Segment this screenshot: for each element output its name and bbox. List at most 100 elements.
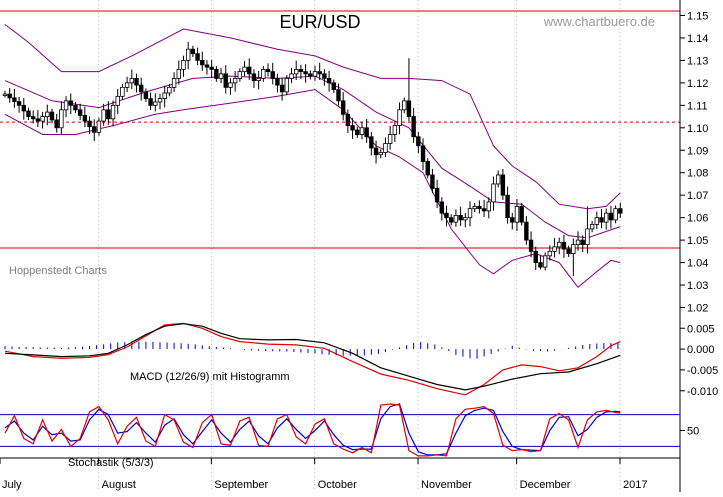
candle-body <box>613 208 618 221</box>
candle-body <box>256 77 261 82</box>
candle-body <box>153 101 158 106</box>
bollinger-lower-line <box>4 89 621 289</box>
candle-body <box>336 89 341 102</box>
candle-body <box>585 228 590 246</box>
candle-body <box>514 206 520 223</box>
price-tick-label: 1.14 <box>687 33 708 45</box>
candle-body <box>449 217 454 223</box>
candle-body <box>279 84 285 93</box>
candle-body <box>200 60 205 66</box>
candle-body <box>444 212 449 219</box>
candle-body <box>505 194 510 219</box>
x-tick-label: August <box>102 479 136 491</box>
candle-body <box>340 100 346 115</box>
candle-body <box>580 239 585 246</box>
macd-tick-label: 0.000 <box>687 344 715 356</box>
candle-body <box>12 97 17 102</box>
candle-body <box>359 127 365 135</box>
candle-body <box>538 262 543 268</box>
watermark: www.chartbuero.de <box>543 14 655 29</box>
candle-body <box>599 217 604 223</box>
candle-body <box>420 145 426 162</box>
price-tick-label: 1.12 <box>687 78 708 90</box>
candle-body <box>223 73 228 88</box>
candle-body <box>45 111 50 117</box>
candle-body <box>542 255 548 268</box>
candle-body <box>218 73 224 79</box>
x-tick-label: November <box>421 479 472 491</box>
candle-body <box>68 100 73 106</box>
candle-body <box>101 109 106 122</box>
candle-body <box>59 109 64 129</box>
candle-body <box>232 77 238 84</box>
candle-body <box>519 206 524 223</box>
price-tick-label: 1.10 <box>687 123 708 135</box>
candle-body <box>247 66 252 75</box>
candle-body <box>228 82 233 88</box>
candle-body <box>96 120 102 133</box>
candle-body <box>557 241 562 248</box>
candle-body <box>21 104 26 112</box>
price-tick-label: 1.04 <box>687 258 708 270</box>
candle-body <box>604 212 609 223</box>
macd-line <box>4 323 621 391</box>
candle-body <box>181 60 186 70</box>
candle-body <box>190 48 196 55</box>
candle-body <box>289 73 294 79</box>
candle-body <box>251 73 257 82</box>
price-tick-label: 1.13 <box>687 55 708 67</box>
candle-body <box>594 217 600 225</box>
candle-body <box>524 221 529 241</box>
candle-body <box>270 71 275 79</box>
price-tick-label: 1.06 <box>687 213 708 225</box>
candle-body <box>387 134 393 144</box>
candle-body <box>575 239 581 246</box>
candle-body <box>148 98 153 106</box>
price-tick-label: 1.09 <box>687 145 708 157</box>
candle-body <box>392 125 398 135</box>
candle-body <box>500 174 506 196</box>
candle-body <box>275 77 280 86</box>
candle-body <box>195 53 200 61</box>
x-tick-label: December <box>520 479 571 491</box>
candle-body <box>331 82 336 91</box>
candle-body <box>373 147 379 156</box>
candle-body <box>322 73 327 79</box>
candle-body <box>491 183 496 203</box>
candle-body <box>463 217 468 221</box>
bollinger-upper-line <box>4 24 621 210</box>
candle-body <box>547 250 553 257</box>
candle-body <box>566 248 571 254</box>
macd-tick-label: 0.005 <box>687 323 715 335</box>
candle-body <box>308 73 313 77</box>
candle-body <box>364 127 369 138</box>
candle-body <box>528 239 534 252</box>
candle-body <box>303 71 308 75</box>
price-tick-label: 1.03 <box>687 280 708 292</box>
candle-body <box>242 66 247 73</box>
source-label: Hoppenstedt Charts <box>9 265 107 277</box>
candle-body <box>49 111 55 121</box>
candle-body <box>571 244 576 254</box>
price-tick-label: 1.08 <box>687 168 708 180</box>
candle-body <box>416 136 421 147</box>
macd-tick-label: -0.005 <box>687 365 718 377</box>
candle-body <box>26 110 31 117</box>
candle-body <box>397 109 402 126</box>
candle-body <box>345 113 351 126</box>
candle-body <box>115 95 120 106</box>
candle-body <box>139 84 144 93</box>
candle-body <box>214 68 219 79</box>
x-tick-label: July <box>2 479 22 491</box>
x-tick-label: October <box>318 479 357 491</box>
candle-body <box>312 71 318 77</box>
candle-body <box>204 64 210 68</box>
candle-body <box>284 77 290 93</box>
candle-body <box>134 77 139 86</box>
candle-body <box>16 101 22 106</box>
candle-body <box>378 152 383 156</box>
candle-body <box>171 77 177 88</box>
chart-title: EUR/USD <box>279 12 360 32</box>
candle-body <box>162 92 167 99</box>
